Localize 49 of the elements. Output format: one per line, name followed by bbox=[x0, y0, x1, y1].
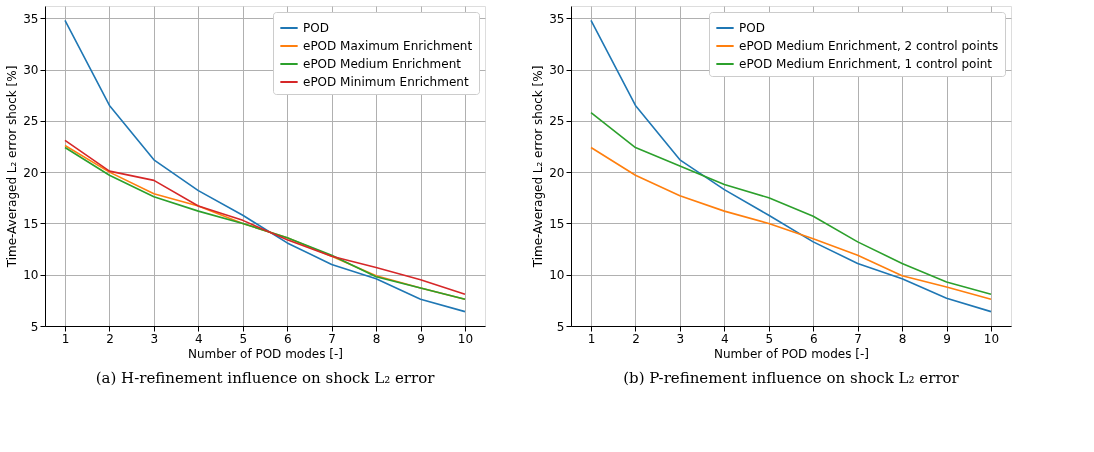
text: (a) H-refinement influence on shock L₂ error bbox=[95, 369, 436, 387]
y-tick-label: 30 bbox=[23, 63, 39, 78]
x-tick-label: 4 bbox=[195, 331, 203, 346]
x-tick-label: 7 bbox=[328, 331, 336, 346]
legend-label: POD bbox=[739, 21, 765, 35]
y-tick-label: 25 bbox=[23, 114, 39, 129]
y-axis-title: Time-Averaged L₂ error shock [%] bbox=[531, 65, 546, 269]
legend-label: POD bbox=[303, 21, 329, 35]
legend-label: ePOD Maximum Enrichment bbox=[303, 39, 473, 53]
x-tick-label: 3 bbox=[150, 331, 159, 346]
y-tick-label: 5 bbox=[30, 319, 39, 334]
x-tick-label: 5 bbox=[239, 331, 248, 346]
x-axis-title: Number of POD modes [-] bbox=[188, 346, 343, 361]
x-tick-label: 2 bbox=[106, 331, 114, 346]
x-tick-label: 6 bbox=[809, 331, 818, 346]
y-tick-label: 15 bbox=[549, 216, 565, 231]
x-tick-label: 1 bbox=[61, 331, 70, 346]
x-tick-label: 1 bbox=[587, 331, 596, 346]
y-tick-label: 35 bbox=[549, 11, 565, 26]
text: (b) P-refinement influence on shock L₂ error bbox=[623, 369, 960, 387]
line-series bbox=[590, 146, 992, 301]
y-tick-label: 10 bbox=[23, 268, 39, 283]
legend-label: ePOD Medium Enrichment, 2 control points bbox=[739, 39, 999, 53]
x-tick-label: 5 bbox=[765, 331, 774, 346]
x-tick-label: 9 bbox=[943, 331, 951, 346]
x-axis-title: Number of POD modes [-] bbox=[714, 346, 869, 361]
x-tick-label: 7 bbox=[854, 331, 862, 346]
y-tick-label: 30 bbox=[549, 63, 565, 78]
x-tick-label: 8 bbox=[372, 331, 381, 346]
y-tick-label: 25 bbox=[549, 114, 565, 129]
line-series bbox=[590, 111, 992, 296]
x-tick-label: 9 bbox=[417, 331, 425, 346]
x-tick-label: 3 bbox=[676, 331, 685, 346]
x-tick-label: 10 bbox=[457, 331, 474, 346]
y-tick-label: 10 bbox=[549, 268, 565, 283]
x-tick-label: 10 bbox=[983, 331, 1000, 346]
x-tick-label: 4 bbox=[721, 331, 729, 346]
x-tick-label: 2 bbox=[632, 331, 640, 346]
legend-label: ePOD Minimum Enrichment bbox=[303, 75, 469, 89]
x-tick-label: 8 bbox=[898, 331, 907, 346]
y-tick-label: 5 bbox=[556, 319, 565, 334]
legend-label: ePOD Medium Enrichment bbox=[303, 57, 462, 71]
x-tick-label: 6 bbox=[283, 331, 292, 346]
y-tick-label: 20 bbox=[549, 165, 565, 180]
y-tick-label: 35 bbox=[23, 11, 39, 26]
y-tick-label: 20 bbox=[23, 165, 39, 180]
legend-label: ePOD Medium Enrichment, 1 control point bbox=[739, 57, 993, 71]
y-axis-title: Time-Averaged L₂ error shock [%] bbox=[5, 65, 20, 269]
y-tick-label: 15 bbox=[23, 216, 39, 231]
